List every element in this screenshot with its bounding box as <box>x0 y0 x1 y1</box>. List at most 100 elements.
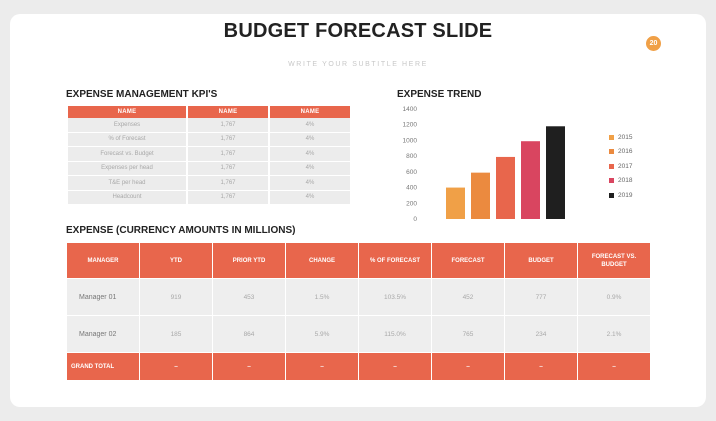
kpi-cell: 1,767 <box>188 190 268 205</box>
kpi-row: % of Forecast 1,767 4% <box>68 132 350 147</box>
kpi-cell: 1,767 <box>188 118 268 133</box>
expense-cell: 0.9% <box>578 278 650 315</box>
expense-cell: 452 <box>432 278 504 315</box>
y-tick-label: 1000 <box>403 137 418 144</box>
kpi-cell: 4% <box>270 176 350 191</box>
expense-cell: 115.0% <box>359 315 431 352</box>
expense-cell: 2.1% <box>578 315 650 352</box>
expense-header-cell: PRIOR YTD <box>213 243 285 278</box>
bar-2015 <box>446 187 465 219</box>
kpi-row: Expenses per head 1,767 4% <box>68 161 350 176</box>
legend-swatch <box>609 149 614 155</box>
bar-2019 <box>546 126 565 219</box>
expense-cell: 453 <box>213 278 285 315</box>
kpi-cell: 1,767 <box>188 161 268 176</box>
kpi-cell: 4% <box>270 190 350 205</box>
expense-table: MANAGER YTD PRIOR YTD CHANGE % OF FORECA… <box>66 243 651 380</box>
legend-swatch <box>609 178 614 184</box>
grand-total-cell: – <box>286 352 358 380</box>
chart-legend: 2015 2016 2017 2018 2019 <box>609 130 632 203</box>
kpi-header-row: NAME NAME NAME <box>68 106 350 118</box>
kpi-cell: % of Forecast <box>68 132 186 147</box>
kpi-header-cell: NAME <box>188 106 268 118</box>
expense-header-cell: MANAGER <box>67 243 139 278</box>
kpi-header-cell: NAME <box>270 106 350 118</box>
grand-total-row: GRAND TOTAL – – – – – – – <box>67 352 650 380</box>
kpi-cell: 1,767 <box>188 176 268 191</box>
y-tick-label: 600 <box>406 169 417 176</box>
kpi-cell: Headcount <box>68 190 186 205</box>
slide-subtitle: WRITE YOUR SUBTITLE HERE <box>288 61 428 68</box>
grand-total-cell: – <box>140 352 212 380</box>
kpi-cell: 1,767 <box>188 147 268 162</box>
kpi-cell: 1,767 <box>188 132 268 147</box>
expense-heading: EXPENSE (CURRENCY AMOUNTS IN MILLIONS) <box>66 225 296 236</box>
legend-label: 2017 <box>618 162 633 170</box>
legend-label: 2019 <box>618 191 633 199</box>
expense-header-cell: YTD <box>140 243 212 278</box>
expense-header-row: MANAGER YTD PRIOR YTD CHANGE % OF FORECA… <box>67 243 650 278</box>
expense-trend-chart: 0 200 400 600 800 1000 1200 1400 <box>403 106 565 223</box>
bar-2018 <box>521 141 540 219</box>
page-number-badge: 20 <box>646 36 661 51</box>
expense-header-cell: CHANGE <box>286 243 358 278</box>
kpi-row: Expenses 1,767 4% <box>68 118 350 133</box>
grand-total-cell: – <box>432 352 504 380</box>
legend-item-2016: 2016 <box>609 145 632 160</box>
expense-row: Manager 02 185 864 5.9% 115.0% 765 234 2… <box>67 315 650 352</box>
y-tick-label: 1400 <box>403 106 418 113</box>
kpi-cell: Forecast vs. Budget <box>68 147 186 162</box>
bar-2017 <box>496 156 515 219</box>
expense-header-cell: BUDGET <box>505 243 577 278</box>
kpi-row: Headcount 1,767 4% <box>68 190 350 205</box>
legend-item-2018: 2018 <box>609 174 632 189</box>
expense-header-cell: FORECAST VS. BUDGET <box>578 243 650 278</box>
expense-cell: Manager 02 <box>67 315 139 352</box>
kpi-cell: T&E per head <box>68 176 186 191</box>
y-tick-label: 0 <box>413 216 417 223</box>
expense-cell: 1.5% <box>286 278 358 315</box>
chart-title: EXPENSE TREND <box>397 89 482 100</box>
kpi-row: Forecast vs. Budget 1,767 4% <box>68 147 350 162</box>
legend-label: 2016 <box>618 148 633 156</box>
legend-swatch <box>609 192 614 198</box>
kpi-table: NAME NAME NAME Expenses 1,767 4% % of Fo… <box>66 106 352 205</box>
kpi-row: T&E per head 1,767 4% <box>68 176 350 191</box>
legend-swatch <box>609 163 614 169</box>
legend-label: 2018 <box>618 177 633 185</box>
kpi-heading: EXPENSE MANAGEMENT KPI'S <box>66 89 218 100</box>
y-tick-label: 1200 <box>403 122 418 129</box>
expense-cell: 864 <box>213 315 285 352</box>
kpi-header-cell: NAME <box>68 106 186 118</box>
kpi-cell: 4% <box>270 118 350 133</box>
legend-item-2015: 2015 <box>609 130 632 145</box>
expense-row: Manager 01 919 453 1.5% 103.5% 452 777 0… <box>67 278 650 315</box>
grand-total-cell: – <box>213 352 285 380</box>
y-tick-label: 200 <box>406 200 417 207</box>
legend-label: 2015 <box>618 133 633 141</box>
legend-item-2017: 2017 <box>609 159 632 174</box>
kpi-cell: Expenses <box>68 118 186 133</box>
expense-cell: 5.9% <box>286 315 358 352</box>
expense-cell: 765 <box>432 315 504 352</box>
expense-cell: 919 <box>140 278 212 315</box>
y-tick-label: 800 <box>406 153 417 160</box>
expense-cell: 234 <box>505 315 577 352</box>
expense-header-cell: % OF FORECAST <box>359 243 431 278</box>
slide-title: BUDGET FORECAST SLIDE <box>223 20 493 42</box>
grand-total-cell: – <box>505 352 577 380</box>
grand-total-cell: – <box>359 352 431 380</box>
expense-cell: 777 <box>505 278 577 315</box>
expense-header-cell: FORECAST <box>432 243 504 278</box>
legend-swatch <box>609 134 614 140</box>
expense-cell: Manager 01 <box>67 278 139 315</box>
kpi-cell: 4% <box>270 132 350 147</box>
grand-total-cell: GRAND TOTAL <box>67 352 139 380</box>
kpi-cell: Expenses per head <box>68 161 186 176</box>
kpi-cell: 4% <box>270 147 350 162</box>
expense-cell: 103.5% <box>359 278 431 315</box>
expense-cell: 185 <box>140 315 212 352</box>
grand-total-cell: – <box>578 352 650 380</box>
y-tick-label: 400 <box>406 185 417 192</box>
bar-2016 <box>471 172 490 219</box>
